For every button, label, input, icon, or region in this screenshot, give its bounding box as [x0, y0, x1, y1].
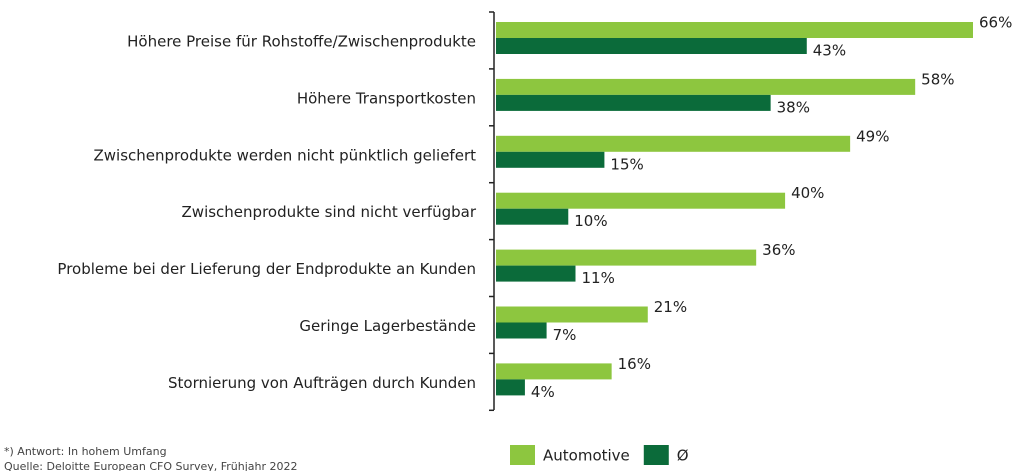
- value-label: 15%: [610, 155, 643, 173]
- category-label: Probleme bei der Lieferung der Endproduk…: [57, 260, 476, 278]
- legend-label: Ø: [677, 447, 689, 465]
- value-label: 36%: [762, 241, 795, 259]
- bar: [496, 379, 525, 396]
- value-label: 21%: [654, 298, 687, 316]
- bar: [496, 22, 973, 38]
- value-label: 16%: [618, 355, 651, 373]
- value-label: 49%: [856, 127, 889, 145]
- footnote: *) Antwort: In hohem Umfang: [4, 445, 167, 458]
- category-label: Höhere Preise für Rohstoffe/Zwischenprod…: [127, 33, 476, 51]
- bar: [496, 38, 807, 54]
- bar: [496, 135, 851, 152]
- value-label: 7%: [553, 326, 577, 344]
- value-label: 43%: [813, 42, 846, 60]
- bar: [496, 249, 757, 266]
- bar: [496, 363, 612, 380]
- source: Quelle: Deloitte European CFO Survey, Fr…: [4, 460, 298, 471]
- value-label: 10%: [574, 212, 607, 230]
- bar: [496, 192, 786, 209]
- value-label: 40%: [791, 184, 824, 202]
- legend-swatch: [643, 445, 669, 465]
- bar: [496, 94, 771, 111]
- value-label: 66%: [979, 14, 1012, 32]
- category-label: Stornierung von Aufträgen durch Kunden: [168, 374, 476, 392]
- category-label: Zwischenprodukte werden nicht pünktlich …: [94, 146, 477, 164]
- legend-swatch: [510, 445, 535, 465]
- bar: [496, 78, 916, 95]
- bar: [496, 151, 605, 168]
- category-label: Geringe Lagerbestände: [299, 317, 476, 335]
- value-label: 4%: [531, 383, 555, 401]
- value-label: 58%: [921, 70, 954, 88]
- category-label: Zwischenprodukte sind nicht verfügbar: [182, 203, 477, 221]
- legend-label: Automotive: [543, 447, 630, 465]
- bar: [496, 322, 547, 339]
- bar: [496, 306, 648, 323]
- value-label: 38%: [777, 98, 810, 116]
- category-label: Höhere Transportkosten: [297, 89, 476, 107]
- bar: [496, 208, 569, 225]
- value-label: 11%: [582, 269, 615, 287]
- bar: [496, 265, 576, 282]
